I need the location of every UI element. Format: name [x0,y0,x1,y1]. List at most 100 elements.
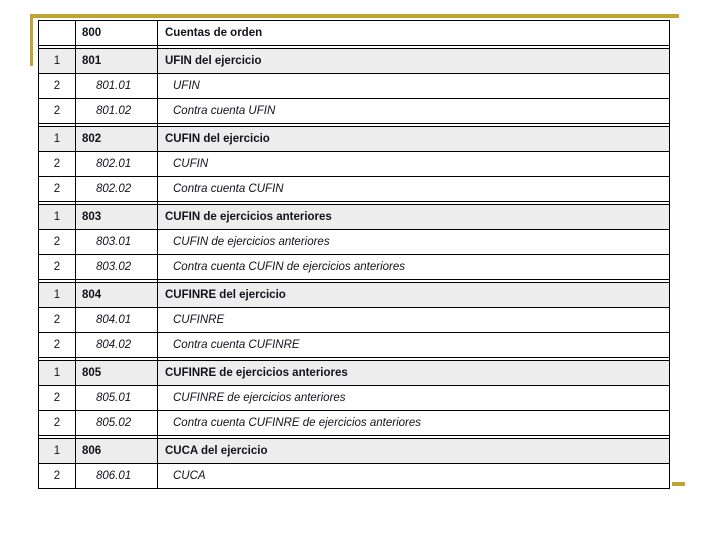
code-cell: 802.02 [76,177,158,201]
table-row: 1 804 CUFINRE del ejercicio [38,283,670,308]
spacer-cell [39,436,76,438]
table-row: 1 806 CUCA del ejercicio [38,439,670,464]
table-row: 2 801.01 UFIN [38,74,670,99]
slide-accent-left-corner-line [30,14,33,66]
code-cell: 803 [76,205,158,229]
table-row: 1 802 CUFIN del ejercicio [38,127,670,152]
name-cell: CUCA del ejercicio [158,439,669,463]
group-spacer [38,280,670,283]
spacer-cell [39,46,76,48]
code-cell: 804 [76,283,158,307]
table-row: 2 803.01 CUFIN de ejercicios anteriores [38,230,670,255]
table-row: 1 805 CUFINRE de ejercicios anteriores [38,361,670,386]
table-row: 2 804.01 CUFINRE [38,308,670,333]
spacer-cell [76,436,158,438]
code-cell: 802.01 [76,152,158,176]
code-cell: 801.01 [76,74,158,98]
name-cell: CUFIN de ejercicios anteriores [158,205,669,229]
code-cell: 800 [76,21,158,45]
level-cell: 1 [39,205,76,229]
spacer-cell [76,358,158,360]
table-row: 2 806.01 CUCA [38,464,670,489]
spacer-cell [76,202,158,204]
code-cell: 806.01 [76,464,158,488]
name-cell: CUCA [173,470,206,482]
group-spacer [38,436,670,439]
name-cell: CUFINRE de ejercicios anteriores [173,392,346,404]
table-row: 2 802.02 Contra cuenta CUFIN [38,177,670,202]
spacer-cell [76,46,158,48]
name-cell: CUFINRE de ejercicios anteriores [158,361,669,385]
group-spacer [38,358,670,361]
level-cell: 2 [39,411,76,435]
name-cell: Cuentas de orden [165,27,263,39]
level-cell: 2 [39,74,76,98]
level-cell: 2 [39,464,76,488]
level-cell: 2 [39,152,76,176]
table-row: 2 801.02 Contra cuenta UFIN [38,99,670,124]
name-cell: CUFINRE del ejercicio [158,283,669,307]
level-cell: 2 [39,255,76,279]
spacer-cell [76,124,158,126]
level-cell: 2 [39,230,76,254]
name-cell: CUFIN de ejercicios anteriores [173,236,330,248]
table-row: 800 Cuentas de orden [38,21,670,46]
name-cell: Contra cuenta CUFIN [173,183,284,195]
table-row: 1 801 UFIN del ejercicio [38,49,670,74]
slide-accent-bottom-right-dash [672,482,685,486]
level-cell: 1 [39,49,76,73]
name-cell: Contra cuenta CUFINRE de ejercicios ante… [173,417,421,429]
name-cell: UFIN del ejercicio [158,49,669,73]
level-cell: 1 [39,127,76,151]
spacer-cell [39,124,76,126]
spacer-cell [158,358,669,360]
code-cell: 801.02 [76,99,158,123]
group-spacer [38,46,670,49]
code-cell: 805 [76,361,158,385]
table-row: 2 804.02 Contra cuenta CUFINRE [38,333,670,358]
name-cell: Contra cuenta CUFINRE [173,339,300,351]
level-cell: 2 [39,99,76,123]
code-cell: 805.01 [76,386,158,410]
spacer-cell [158,202,669,204]
level-cell: 2 [39,308,76,332]
level-cell: 1 [39,361,76,385]
group-spacer [38,124,670,127]
slide-accent-top-line [33,14,679,18]
spacer-cell [158,436,669,438]
code-cell: 804.01 [76,308,158,332]
code-cell: 801 [76,49,158,73]
name-cell: Contra cuenta UFIN [173,105,276,117]
name-cell: CUFIN [173,158,209,170]
code-cell: 806 [76,439,158,463]
code-cell: 803.01 [76,230,158,254]
name-cell: UFIN [173,80,200,92]
spacer-cell [158,124,669,126]
level-cell: 2 [39,386,76,410]
code-cell: 804.02 [76,333,158,357]
table-row: 2 802.01 CUFIN [38,152,670,177]
table-row: 1 803 CUFIN de ejercicios anteriores [38,205,670,230]
table-row: 2 805.02 Contra cuenta CUFINRE de ejerci… [38,411,670,436]
name-cell: Contra cuenta CUFIN de ejercicios anteri… [173,261,406,273]
level-cell: 2 [39,177,76,201]
spacer-cell [76,280,158,282]
level-cell [39,21,76,45]
level-cell: 2 [39,333,76,357]
code-cell: 802 [76,127,158,151]
group-spacer [38,202,670,205]
spacer-cell [39,358,76,360]
name-cell: CUFINRE [173,314,225,326]
accounts-table: 800 Cuentas de orden 1 801 UFIN del ejer… [38,20,670,489]
spacer-cell [158,46,669,48]
spacer-cell [39,202,76,204]
table-row: 2 805.01 CUFINRE de ejercicios anteriore… [38,386,670,411]
spacer-cell [39,280,76,282]
table-row: 2 803.02 Contra cuenta CUFIN de ejercici… [38,255,670,280]
level-cell: 1 [39,439,76,463]
level-cell: 1 [39,283,76,307]
spacer-cell [158,280,669,282]
code-cell: 803.02 [76,255,158,279]
name-cell: CUFIN del ejercicio [158,127,669,151]
code-cell: 805.02 [76,411,158,435]
